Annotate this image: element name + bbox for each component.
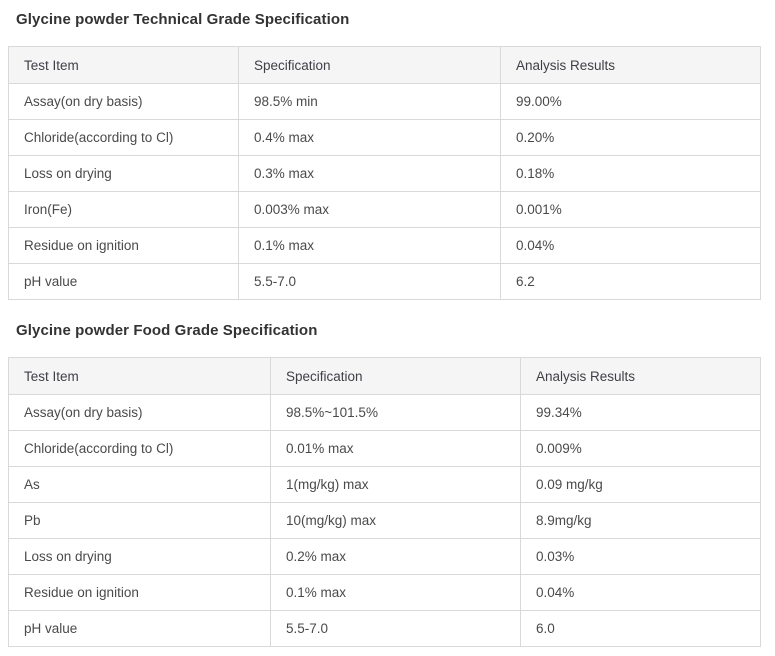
specification-cell: 0.1% max	[270, 574, 521, 611]
table-row: Assay(on dry basis) 98.5%~101.5% 99.34%	[8, 394, 761, 431]
analysis-result-cell: 0.03%	[520, 538, 761, 575]
specification-cell: 5.5-7.0	[270, 610, 521, 647]
test-item-cell: As	[8, 466, 271, 503]
analysis-result-cell: 6.2	[500, 263, 761, 300]
table-row: Pb 10(mg/kg) max 8.9mg/kg	[8, 502, 761, 539]
column-header-specification: Specification	[270, 357, 521, 395]
analysis-result-cell: 0.09 mg/kg	[520, 466, 761, 503]
table-header-row: Test Item Specification Analysis Results	[8, 46, 761, 84]
table-row: Loss on drying 0.2% max 0.03%	[8, 538, 761, 575]
analysis-result-cell: 0.04%	[520, 574, 761, 611]
table-row: Loss on drying 0.3% max 0.18%	[8, 155, 761, 192]
column-header-analysis-results: Analysis Results	[500, 46, 761, 84]
test-item-cell: Pb	[8, 502, 271, 539]
column-header-test-item: Test Item	[8, 46, 239, 84]
test-item-cell: Assay(on dry basis)	[8, 394, 271, 431]
test-item-cell: Chloride(according to Cl)	[8, 119, 239, 156]
test-item-cell: Residue on ignition	[8, 574, 271, 611]
test-item-cell: Assay(on dry basis)	[8, 83, 239, 120]
column-header-specification: Specification	[238, 46, 501, 84]
food-grade-table: Test Item Specification Analysis Results…	[8, 357, 761, 647]
table-row: Assay(on dry basis) 98.5% min 99.00%	[8, 83, 761, 120]
specification-cell: 98.5% min	[238, 83, 501, 120]
table-header-row: Test Item Specification Analysis Results	[8, 357, 761, 395]
table-row: Chloride(according to Cl) 0.4% max 0.20%	[8, 119, 761, 156]
specification-cell: 0.4% max	[238, 119, 501, 156]
analysis-result-cell: 99.34%	[520, 394, 761, 431]
specification-cell: 0.01% max	[270, 430, 521, 467]
specification-cell: 0.1% max	[238, 227, 501, 264]
analysis-result-cell: 0.18%	[500, 155, 761, 192]
test-item-cell: Iron(Fe)	[8, 191, 239, 228]
table-row: Residue on ignition 0.1% max 0.04%	[8, 574, 761, 611]
analysis-result-cell: 99.00%	[500, 83, 761, 120]
analysis-result-cell: 0.009%	[520, 430, 761, 467]
test-item-cell: Chloride(according to Cl)	[8, 430, 271, 467]
specification-cell: 98.5%~101.5%	[270, 394, 521, 431]
test-item-cell: pH value	[8, 610, 271, 647]
test-item-cell: Loss on drying	[8, 155, 239, 192]
technical-grade-table: Test Item Specification Analysis Results…	[8, 46, 761, 300]
technical-grade-title: Glycine powder Technical Grade Specifica…	[16, 11, 350, 28]
analysis-result-cell: 0.001%	[500, 191, 761, 228]
table-row: Chloride(according to Cl) 0.01% max 0.00…	[8, 430, 761, 467]
analysis-result-cell: 0.04%	[500, 227, 761, 264]
table-row: Iron(Fe) 0.003% max 0.001%	[8, 191, 761, 228]
table-row: Residue on ignition 0.1% max 0.04%	[8, 227, 761, 264]
analysis-result-cell: 6.0	[520, 610, 761, 647]
specification-cell: 0.003% max	[238, 191, 501, 228]
specification-cell: 10(mg/kg) max	[270, 502, 521, 539]
test-item-cell: pH value	[8, 263, 239, 300]
table-row: As 1(mg/kg) max 0.09 mg/kg	[8, 466, 761, 503]
specification-cell: 0.2% max	[270, 538, 521, 575]
table-row: pH value 5.5-7.0 6.2	[8, 263, 761, 300]
column-header-analysis-results: Analysis Results	[520, 357, 761, 395]
analysis-result-cell: 0.20%	[500, 119, 761, 156]
test-item-cell: Loss on drying	[8, 538, 271, 575]
specification-cell: 1(mg/kg) max	[270, 466, 521, 503]
table-row: pH value 5.5-7.0 6.0	[8, 610, 761, 647]
analysis-result-cell: 8.9mg/kg	[520, 502, 761, 539]
specification-cell: 5.5-7.0	[238, 263, 501, 300]
food-grade-title: Glycine powder Food Grade Specification	[16, 322, 318, 339]
specification-cell: 0.3% max	[238, 155, 501, 192]
column-header-test-item: Test Item	[8, 357, 271, 395]
test-item-cell: Residue on ignition	[8, 227, 239, 264]
